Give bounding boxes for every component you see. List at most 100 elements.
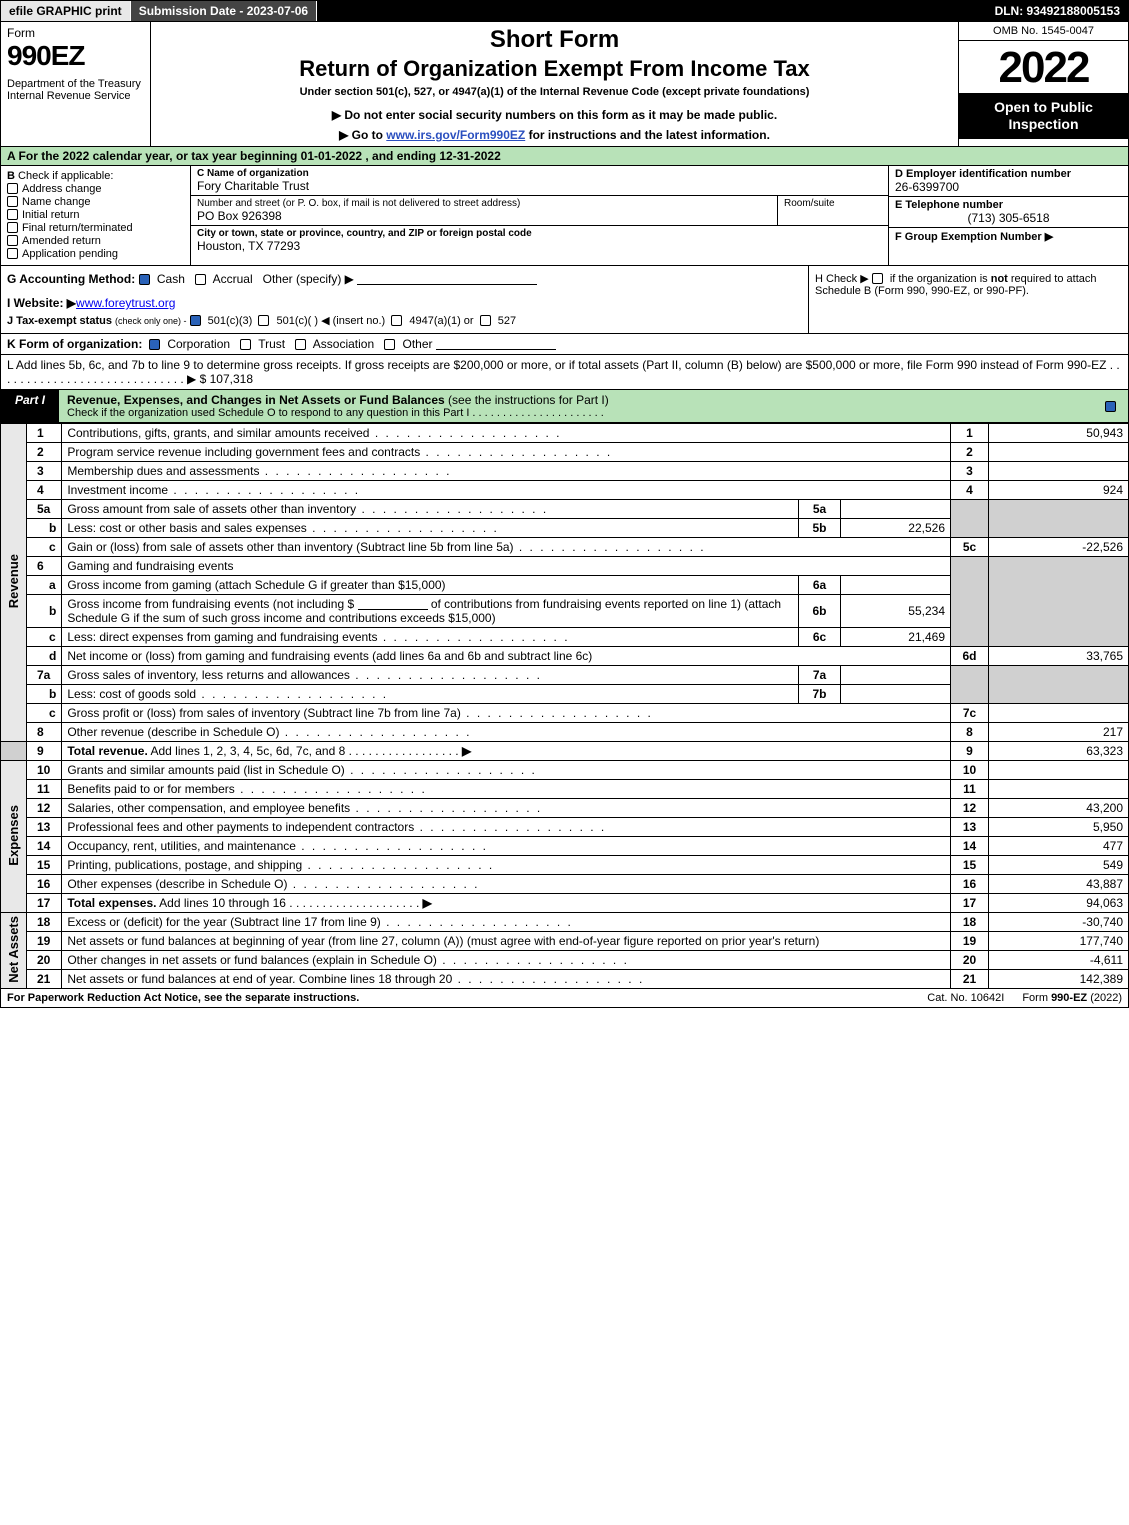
chk-amended-return[interactable]: Amended return: [7, 235, 184, 247]
line-num: 15: [27, 856, 62, 875]
dln: DLN: 93492188005153: [987, 1, 1128, 21]
omb-number: OMB No. 1545-0047: [959, 22, 1128, 41]
line-ref: 15: [951, 856, 989, 875]
b-letter: B: [7, 170, 15, 182]
line-desc: Less: cost of goods sold: [62, 685, 799, 704]
k-trust: Trust: [258, 337, 285, 351]
line-ref: 9: [951, 742, 989, 761]
line-desc: Gross income from gaming (attach Schedul…: [62, 576, 799, 595]
j-527: 527: [498, 315, 516, 327]
mini-line-num: 7b: [799, 685, 841, 704]
form-number: 990EZ: [7, 40, 144, 72]
chk-name-change[interactable]: Name change: [7, 196, 184, 208]
tax-year: 2022: [959, 41, 1128, 93]
j-501c: 501(c)( ) ◀ (insert no.): [276, 315, 385, 327]
line-num: 3: [27, 462, 62, 481]
line-amount: 50,943: [989, 424, 1129, 443]
line-num: b: [27, 595, 62, 628]
section-c-org: C Name of organization Fory Charitable T…: [191, 166, 888, 265]
street-value: PO Box 926398: [197, 209, 771, 223]
room-label: Room/suite: [784, 198, 882, 209]
line-num: 18: [27, 913, 62, 932]
line-amount: [989, 704, 1129, 723]
chk-label: Amended return: [22, 235, 101, 247]
line-num: 19: [27, 932, 62, 951]
line-num: 11: [27, 780, 62, 799]
chk-final-return[interactable]: Final return/terminated: [7, 222, 184, 234]
table-row: 8 Other revenue (describe in Schedule O)…: [1, 723, 1129, 742]
chk-application-pending[interactable]: Application pending: [7, 248, 184, 260]
goto-post: for instructions and the latest informat…: [525, 128, 770, 142]
paperwork-notice: For Paperwork Reduction Act Notice, see …: [1, 989, 915, 1007]
line-desc: Contributions, gifts, grants, and simila…: [62, 424, 951, 443]
mini-line-val: [841, 685, 951, 704]
row-a-tax-year: A For the 2022 calendar year, or tax yea…: [0, 147, 1129, 166]
checkbox-icon: [240, 339, 251, 350]
section-h: H Check ▶ if the organization is not req…: [808, 266, 1128, 333]
short-form-title: Short Form: [159, 26, 950, 54]
checkbox-icon: [7, 222, 18, 233]
efile-print[interactable]: efile GRAPHIC print: [1, 1, 131, 21]
line-num: 14: [27, 837, 62, 856]
page-footer: For Paperwork Reduction Act Notice, see …: [0, 989, 1129, 1008]
line-amount: [989, 761, 1129, 780]
form-id-block: Form 990EZ Department of the Treasury In…: [1, 22, 151, 146]
line-ref: 19: [951, 932, 989, 951]
desc-text: Add lines 10 through 16: [157, 896, 286, 910]
line-num: c: [27, 628, 62, 647]
checkbox-checked-icon: [1105, 401, 1116, 412]
checkbox-icon: [295, 339, 306, 350]
chk-initial-return[interactable]: Initial return: [7, 209, 184, 221]
line-desc: Investment income: [62, 481, 951, 500]
g-other: Other (specify) ▶: [263, 272, 354, 286]
table-row: 19 Net assets or fund balances at beginn…: [1, 932, 1129, 951]
desc-text: Gross income from fundraising events (no…: [67, 597, 354, 611]
chk-label: Address change: [22, 183, 102, 195]
irs-link[interactable]: www.irs.gov/Form990EZ: [386, 128, 525, 142]
org-name-label: C Name of organization: [197, 168, 882, 179]
h-check: H Check ▶: [815, 273, 869, 285]
public-inspection: Open to Public Inspection: [959, 93, 1128, 139]
checkbox-icon: [7, 209, 18, 220]
line-num: c: [27, 538, 62, 557]
line-i: I Website: ▶www.foreytrust.org: [7, 296, 802, 310]
ssn-warning: ▶ Do not enter social security numbers o…: [159, 108, 950, 122]
website-link[interactable]: www.foreytrust.org: [76, 296, 175, 310]
chk-label: Application pending: [22, 248, 118, 260]
line-num: 2: [27, 443, 62, 462]
table-row: 9 Total revenue. Add lines 1, 2, 3, 4, 5…: [1, 742, 1129, 761]
mini-line-val: [841, 666, 951, 685]
table-row: 12 Salaries, other compensation, and emp…: [1, 799, 1129, 818]
chk-address-change[interactable]: Address change: [7, 183, 184, 195]
row-l: L Add lines 5b, 6c, and 7b to line 9 to …: [0, 355, 1129, 390]
line-desc: Other changes in net assets or fund bala…: [62, 951, 951, 970]
line-num: 6: [27, 557, 62, 576]
ein-label: D Employer identification number: [895, 168, 1122, 180]
group-exempt-label: F Group Exemption Number ▶: [895, 231, 1053, 243]
row-k: K Form of organization: Corporation Trus…: [0, 334, 1129, 355]
checkbox-icon: [7, 196, 18, 207]
line-ref: 10: [951, 761, 989, 780]
line-amount: [989, 443, 1129, 462]
revenue-side-label: Revenue: [1, 424, 27, 742]
form-meta-block: OMB No. 1545-0047 2022 Open to Public In…: [958, 22, 1128, 146]
table-row: c Gross profit or (loss) from sales of i…: [1, 704, 1129, 723]
line-ref: 20: [951, 951, 989, 970]
l-value: 107,318: [210, 372, 253, 386]
line-ref: 1: [951, 424, 989, 443]
form-bold: 990-EZ: [1051, 992, 1087, 1004]
grey-cell: [951, 666, 989, 704]
i-label: I Website: ▶: [7, 296, 76, 310]
mini-line-val: 22,526: [841, 519, 951, 538]
line-ref: 2: [951, 443, 989, 462]
line-ref: 5c: [951, 538, 989, 557]
org-name: Fory Charitable Trust: [197, 179, 882, 193]
goto-pre: ▶ Go to: [339, 128, 386, 142]
line-desc: Gross amount from sale of assets other t…: [62, 500, 799, 519]
line-desc: Program service revenue including govern…: [62, 443, 951, 462]
part-i-title-bold: Revenue, Expenses, and Changes in Net As…: [67, 393, 445, 407]
line-amount: -22,526: [989, 538, 1129, 557]
line-desc: Net assets or fund balances at beginning…: [62, 932, 951, 951]
line-g: G Accounting Method: Cash Accrual Other …: [7, 272, 802, 286]
goto-note: ▶ Go to www.irs.gov/Form990EZ for instru…: [159, 128, 950, 142]
